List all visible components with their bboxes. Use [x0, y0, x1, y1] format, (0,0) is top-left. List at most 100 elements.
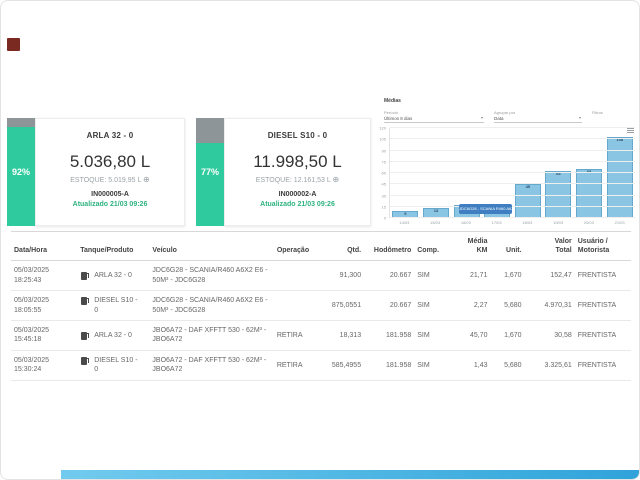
- filter-select[interactable]: Últimos 8 dias ▾: [384, 115, 484, 123]
- y-tick-label: 30: [381, 193, 386, 198]
- row-vehicle: JBO6A72 - DAF XFFTT 530 - 62M³ - JBO6A72: [152, 326, 267, 344]
- chart-grid: 9131817456365108: [389, 127, 635, 218]
- tank-updated: Atualizado 21/03 09:26: [72, 201, 148, 208]
- cell-qtd: 875,0551: [319, 290, 365, 321]
- cell-datahora: 05/03/2025 18:25:43: [11, 260, 78, 292]
- cell-tanque-produto: DIESEL S10 - 0: [77, 290, 150, 321]
- stock-value: 12.161,53 L: [293, 177, 331, 184]
- cell-media-km: 1,43: [450, 350, 491, 381]
- row-date: 05/03/2025: [14, 297, 50, 305]
- cell-hodometro: 181.958: [364, 350, 415, 381]
- chart-highlight-badge: JDC6G28 - SCANIA R460 A6X: [459, 204, 512, 214]
- gridline: [390, 172, 635, 173]
- cell-veiculo: JBO6A72 - DAF XFFTT 530 - 62M³ - JBO6A72: [149, 350, 274, 381]
- stock-label: ESTOQUE:: [255, 177, 292, 184]
- gridline: [390, 205, 635, 207]
- row-vehicle: JDC6G28 - SCANIA/R460 A6X2 E6 - 50M³ - J…: [152, 267, 268, 284]
- cell-veiculo: JBO6A72 - DAF XFFTT 530 - 62M³ - JBO6A72: [149, 320, 274, 351]
- cell-qtd: 18,313: [319, 320, 365, 351]
- x-tick-label: 16/03: [460, 220, 471, 225]
- y-tick-label: 45: [381, 181, 386, 187]
- chart-plot: 9131817456365108: [390, 128, 635, 218]
- gauge-percent-label: 92%: [11, 167, 30, 177]
- tank-title: ARLA 32 - 0: [86, 131, 134, 140]
- x-tick-label: 19/03: [553, 220, 564, 225]
- chart-extra-label: Filtros: [592, 110, 603, 115]
- stock-value: 5.019,95 L: [108, 177, 142, 184]
- row-date: 05/03/2025: [14, 326, 50, 334]
- col-tanque-produto: Tanque/Produto: [77, 230, 150, 262]
- row-product: ARLA 32 - 0: [94, 331, 132, 339]
- chevron-down-icon: ▾: [480, 115, 483, 120]
- tank-code: IN000002-A: [278, 191, 317, 198]
- chart-bar[interactable]: 63: [545, 170, 572, 218]
- bar-value-label: 9: [404, 211, 407, 217]
- cell-unit: 5,680: [490, 290, 525, 321]
- bar-value-label: 65: [577, 169, 601, 174]
- y-tick-label: 60: [381, 170, 386, 176]
- cell-usuario: FRENTISTA: [574, 350, 631, 381]
- cell-operacao: [273, 290, 320, 321]
- cell-comp: SIM: [414, 320, 451, 351]
- col-hodometro: Hodômetro: [364, 230, 415, 262]
- gridline: [390, 160, 635, 162]
- corner-marker: [7, 38, 20, 51]
- cell-datahora: 05/03/2025 15:30:24: [11, 350, 78, 381]
- tank-stock-line: ESTOQUE: 12.161,53 L ⊕: [225, 175, 370, 184]
- cell-unit: 1,670: [490, 260, 525, 292]
- gridline: [390, 183, 635, 185]
- chart-panel: Médias Período Últimos 8 dias ▾ Agrupar …: [376, 97, 637, 233]
- row-time: 18:25:43: [14, 276, 42, 284]
- cell-usuario: FRENTISTA: [574, 260, 631, 292]
- tank-volume-value: 5.036,80 L: [69, 152, 151, 171]
- chart-bar[interactable]: 45: [514, 184, 541, 218]
- chart-bar[interactable]: 65: [576, 169, 603, 218]
- filter-label: Agrupar por: [494, 110, 516, 115]
- cell-datahora: 05/03/2025 18:05:55: [11, 290, 78, 321]
- col-unit: Unit.: [490, 230, 525, 262]
- filter-select[interactable]: Data ▾: [494, 115, 582, 123]
- filter-label: Período: [384, 110, 399, 115]
- chart-x-labels: 14/03 15/03 16/03 17/03 18/03 19/03 20/03 21/03: [389, 220, 635, 225]
- col-veiculo: Veículo: [149, 230, 274, 262]
- col-qtd: Qtd.: [319, 230, 365, 262]
- bar-value-label: 108: [616, 137, 624, 142]
- tank-code: IN000005-A: [91, 191, 129, 198]
- fuel-pump-icon: [81, 331, 90, 340]
- chart-filter-period: Período Últimos 8 dias ▾: [384, 110, 484, 123]
- bar-value-label: 13: [433, 208, 439, 214]
- cell-comp: SIM: [414, 350, 451, 381]
- row-product: DIESEL S10 - 0: [94, 356, 138, 374]
- chart-menu-icon[interactable]: [627, 127, 634, 134]
- x-tick-label: 18/03: [522, 220, 533, 225]
- col-media-km: Média KM: [450, 230, 491, 262]
- cell-valor-total: 4.970,31: [524, 290, 575, 321]
- gauge-empty-segment: [7, 118, 35, 127]
- tank-gauge: 77%: [196, 118, 224, 226]
- cell-comp: SIM: [414, 260, 451, 292]
- tank-card-diesel: 77% DIESEL S10 - 0 11.998,50 L ESTOQUE: …: [196, 118, 371, 226]
- x-tick-label: 14/03: [399, 220, 410, 225]
- col-operacao: Operação: [273, 230, 320, 262]
- chart-y-axis: 0 15 30 45 60 75 90 105 120: [376, 126, 388, 221]
- y-tick-label: 15: [381, 204, 386, 210]
- cell-comp: SIM: [414, 290, 451, 321]
- cell-media-km: 21,71: [450, 260, 491, 292]
- stock-refresh-icon[interactable]: ⊕: [332, 175, 340, 184]
- y-tick-label: 90: [381, 148, 386, 153]
- cell-tanque-produto: DIESEL S10 - 0: [77, 350, 150, 381]
- y-tick-label: 0: [383, 215, 386, 221]
- row-date: 05/03/2025: [14, 356, 50, 364]
- cell-unit: 5,680: [490, 350, 525, 381]
- cell-hodometro: 20.667: [364, 290, 415, 321]
- chevron-down-icon: ▾: [578, 115, 581, 120]
- row-vehicle: JDC6G28 - SCANIA/R460 A6X2 E6 - 50M³ - J…: [152, 297, 268, 314]
- tank-title: DIESEL S10 - 0: [267, 131, 328, 140]
- chart-title: Médias: [384, 98, 401, 104]
- cell-tanque-produto: ARLA 32 - 0: [77, 320, 150, 351]
- tank-updated: Atualizado 21/03 09:26: [260, 201, 335, 208]
- chart-filter-group: Agrupar por Data ▾: [494, 110, 582, 123]
- stock-refresh-icon[interactable]: ⊕: [143, 175, 150, 184]
- row-time: 18:05:55: [14, 306, 42, 314]
